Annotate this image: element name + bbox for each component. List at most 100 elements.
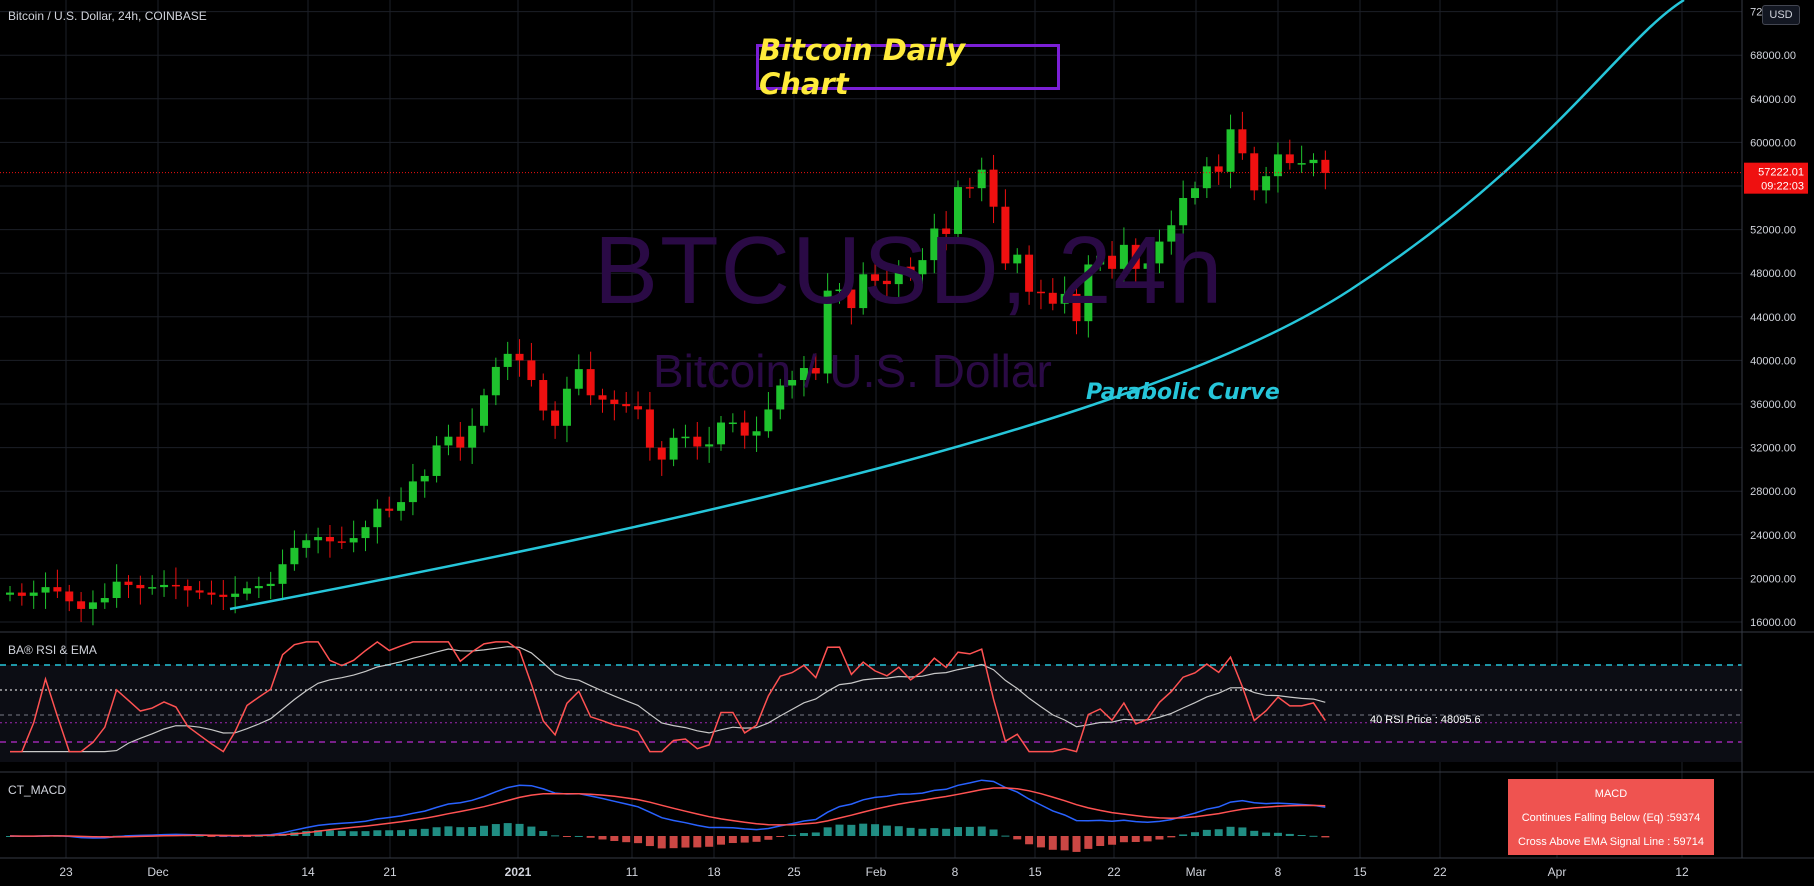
candle-down	[219, 580, 228, 611]
macd-histogram-bar	[977, 826, 986, 836]
candle-body	[1048, 292, 1057, 304]
time-tick-label: Apr	[1548, 865, 1567, 879]
countdown-label: 09:22:03	[1761, 181, 1804, 193]
candle-down	[598, 388, 607, 413]
macd-histogram-bar	[574, 835, 583, 837]
candle-down	[65, 584, 74, 612]
candle-up	[1155, 229, 1164, 274]
macd-histogram-bar	[705, 836, 714, 847]
candle-down	[610, 390, 619, 421]
price-tick-label: 64000.00	[1750, 94, 1796, 106]
macd-line	[9, 779, 1326, 839]
candle-down	[515, 339, 524, 377]
macd-histogram-bar	[1072, 836, 1081, 852]
rsi-price-note: 40 RSI Price : 48095.6	[1370, 714, 1481, 726]
candle-up	[918, 248, 927, 285]
candle-down	[456, 421, 465, 461]
macd-pane-label[interactable]: CT_MACD	[8, 783, 67, 797]
price-tick-label: 40000.00	[1750, 355, 1796, 367]
candle-down	[989, 154, 998, 224]
candle-body	[231, 593, 240, 597]
candle-body	[41, 587, 50, 593]
time-tick-label: 22	[1107, 865, 1121, 879]
macd-histogram-bar	[1309, 835, 1318, 837]
macd-box-title: MACD	[1594, 788, 1628, 800]
rsi-pane-label[interactable]: BA® RSI & EMA	[8, 643, 97, 657]
candle-body	[349, 538, 358, 543]
candle-down	[1036, 279, 1045, 310]
candle-body	[1001, 206, 1010, 264]
candle-up	[88, 590, 97, 626]
macd-histogram-bar	[432, 827, 441, 836]
price-tick-label: 52000.00	[1750, 225, 1796, 237]
macd-histogram-bar	[1202, 829, 1211, 836]
price-tick-label: 28000.00	[1750, 486, 1796, 498]
candle-up	[977, 157, 986, 202]
candle-down	[325, 524, 334, 558]
candle-body	[1309, 159, 1318, 164]
candle-up	[776, 378, 785, 420]
macd-histogram-bar	[503, 823, 512, 836]
candle-body	[894, 266, 903, 285]
macd-histogram-bar	[634, 836, 643, 844]
rsi-ema-line	[10, 646, 1326, 753]
currency-button[interactable]: USD	[1762, 5, 1800, 25]
candle-body	[811, 368, 820, 374]
candle-body	[1273, 154, 1282, 177]
candle-up	[432, 436, 441, 483]
candle-up	[480, 388, 488, 433]
macd-histogram-bar	[1297, 834, 1306, 836]
candle-body	[693, 436, 702, 447]
candle-down	[207, 580, 216, 605]
candle-up	[930, 213, 939, 274]
macd-histogram-bar	[657, 836, 666, 849]
candle-down	[337, 526, 346, 549]
parabolic-curve-label: Parabolic Curve	[1086, 380, 1280, 405]
macd-histogram-bar	[598, 836, 607, 840]
macd-histogram-bar	[243, 836, 251, 837]
macd-histogram-bar	[799, 833, 808, 836]
macd-histogram-bar	[551, 835, 560, 837]
candle-body	[171, 584, 180, 587]
candle-up	[1167, 210, 1176, 255]
candle-body	[1297, 163, 1306, 165]
candle-body	[207, 592, 216, 595]
macd-histogram-bar	[871, 824, 880, 836]
macd-histogram-bar	[942, 828, 951, 836]
candle-up	[1191, 181, 1199, 205]
symbol-title[interactable]: Bitcoin / U.S. Dollar, 24h, COINBASE	[8, 9, 207, 23]
macd-histogram-bar	[420, 828, 429, 836]
candle-down	[527, 342, 536, 387]
macd-histogram-bar	[788, 834, 797, 836]
candle-up	[1273, 142, 1282, 193]
macd-histogram-bar	[930, 828, 939, 836]
candle-body	[942, 228, 951, 234]
time-tick-label: Dec	[147, 865, 168, 879]
macd-histogram-bar	[314, 830, 323, 836]
candle-up	[468, 408, 477, 464]
candle-body	[1285, 154, 1294, 164]
candle-down	[77, 592, 86, 622]
price-tick-label: 44000.00	[1750, 312, 1796, 324]
candle-body	[965, 187, 974, 189]
candle-body	[1226, 129, 1235, 172]
candle-down	[965, 177, 974, 198]
macd-histogram-bar	[408, 829, 417, 836]
candle-up	[112, 564, 121, 608]
macd-histogram-bar	[1025, 836, 1034, 845]
macd-histogram-bar	[1250, 830, 1259, 836]
macd-histogram-bar	[1167, 836, 1176, 838]
macd-histogram-bar	[385, 830, 394, 836]
candle-body	[930, 228, 939, 261]
candle-up	[444, 424, 453, 456]
macd-histogram-bar	[527, 826, 536, 836]
macd-histogram-bar	[1238, 827, 1247, 836]
candle-up	[894, 260, 903, 301]
candle-down	[551, 401, 560, 439]
candle-body	[1250, 153, 1259, 191]
candle-body	[88, 602, 97, 609]
candle-down	[53, 569, 62, 599]
candle-body	[503, 353, 512, 367]
candle-up	[290, 530, 299, 571]
